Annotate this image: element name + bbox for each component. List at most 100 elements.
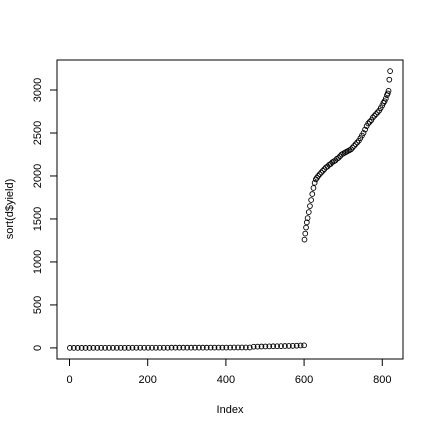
point (211, 344, 218, 351)
point (246, 344, 253, 351)
point (74, 345, 81, 351)
point (266, 343, 273, 350)
point (387, 68, 393, 74)
point (94, 344, 101, 351)
point (231, 344, 237, 351)
point (301, 236, 308, 243)
point (180, 344, 187, 351)
point (82, 345, 89, 351)
point (351, 143, 357, 149)
point (349, 144, 356, 151)
point (362, 126, 368, 133)
point (297, 342, 304, 349)
point (270, 343, 277, 350)
point (320, 167, 326, 174)
point (293, 342, 300, 349)
point (239, 344, 245, 351)
x-tick-label: 0 (66, 374, 72, 386)
point (315, 173, 322, 179)
point (335, 155, 342, 161)
point (227, 344, 234, 351)
point (366, 118, 373, 125)
point (125, 344, 132, 351)
point (106, 344, 112, 351)
point (303, 224, 309, 231)
point (310, 185, 317, 191)
point (254, 343, 261, 350)
y-tick-label: 2500 (32, 121, 44, 145)
point (70, 345, 77, 351)
point (354, 139, 361, 146)
point (215, 344, 222, 351)
point (196, 344, 202, 351)
point (172, 344, 179, 351)
point (110, 344, 116, 351)
point (250, 343, 257, 350)
y-tick-label: 500 (32, 296, 44, 314)
point (235, 344, 241, 351)
y-tick-label: 1000 (32, 250, 44, 274)
point (385, 88, 392, 94)
point (289, 342, 296, 349)
point (219, 344, 226, 351)
point (199, 344, 206, 351)
x-tick-label: 400 (217, 374, 235, 386)
point (262, 343, 269, 350)
x-tick-label: 200 (139, 374, 157, 386)
y-tick-label: 1500 (32, 207, 44, 231)
point (90, 344, 97, 351)
point (384, 90, 391, 97)
point (192, 344, 198, 351)
point (207, 344, 214, 351)
plot-box (56, 59, 404, 360)
point (274, 343, 280, 350)
point (102, 344, 108, 351)
point (86, 345, 93, 351)
point (311, 179, 318, 186)
point (258, 343, 265, 350)
point (373, 111, 379, 117)
point (129, 344, 136, 351)
point (160, 344, 167, 351)
point (145, 344, 151, 351)
point (352, 141, 359, 148)
point (381, 98, 388, 105)
point (98, 344, 105, 351)
point (133, 344, 140, 351)
y-tick-label: 2000 (32, 164, 44, 188)
point (302, 230, 309, 237)
point (348, 146, 354, 153)
y-tick-label: 3000 (32, 78, 44, 102)
point (301, 342, 307, 349)
point (67, 345, 73, 351)
x-tick-label: 800 (373, 374, 391, 386)
point (370, 114, 376, 121)
point (285, 343, 292, 349)
point (203, 344, 210, 351)
point (223, 344, 230, 351)
point (153, 344, 159, 351)
point (318, 169, 325, 176)
point (308, 197, 314, 203)
x-axis-label: Index (217, 404, 244, 416)
x-tick-label: 600 (295, 374, 313, 386)
point (282, 343, 288, 349)
point (374, 109, 381, 116)
point (188, 344, 194, 351)
point (360, 130, 367, 136)
point (307, 203, 313, 209)
point (371, 112, 378, 119)
point (382, 95, 389, 102)
point (184, 344, 191, 351)
point (113, 344, 120, 351)
y-tick-label: 0 (32, 345, 44, 351)
point (316, 171, 323, 178)
point (78, 345, 85, 351)
point (164, 344, 171, 351)
point (379, 102, 386, 109)
point (168, 344, 175, 351)
y-axis-label: sort(d$yield) (4, 179, 16, 240)
point (117, 344, 124, 351)
point (242, 344, 249, 351)
